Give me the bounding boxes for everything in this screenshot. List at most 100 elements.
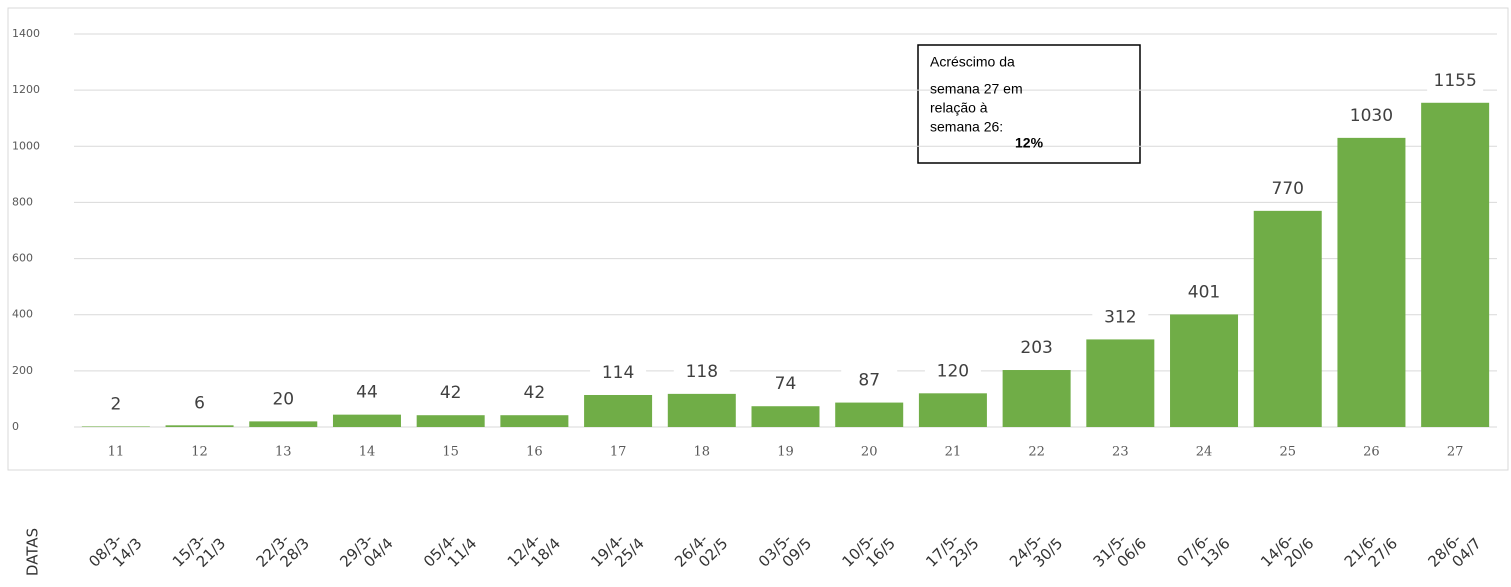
value-label-bg (1092, 305, 1149, 330)
bar (584, 394, 653, 427)
x-tick-label: 25 (1279, 445, 1296, 460)
value-label-bg (1176, 280, 1233, 305)
value-label: 87 (858, 371, 880, 391)
bar (81, 426, 150, 427)
value-label: 6 (194, 393, 205, 413)
value-label: 42 (440, 383, 462, 403)
date-label: 14/6-20/6 (1257, 530, 1317, 571)
date-label: 17/5-23/5 (922, 530, 982, 571)
annotation-highlight: 12% (1015, 135, 1044, 151)
bar (332, 414, 401, 427)
value-label-bg (757, 372, 814, 397)
value-label: 118 (686, 362, 718, 382)
value-label: 2 (110, 394, 121, 414)
y-tick-label: 1000 (12, 139, 40, 152)
date-label: 21/6-27/6 (1341, 530, 1401, 571)
x-tick-label: 18 (694, 445, 711, 460)
date-label: 10/5-16/5 (839, 530, 899, 571)
x-tick-label: 22 (1028, 445, 1045, 460)
x-tick-label: 15 (442, 445, 459, 460)
y-tick-label: 0 (12, 420, 19, 433)
date-label: 03/5-09/5 (755, 530, 815, 571)
value-label-bg (1427, 68, 1484, 93)
value-label: 44 (356, 383, 378, 403)
value-label: 42 (524, 383, 546, 403)
x-tick-label: 24 (1196, 445, 1213, 460)
bar (1421, 102, 1490, 428)
bar (416, 415, 485, 427)
date-label: 12/4-18/4 (504, 530, 564, 571)
x-tick-label: 17 (610, 445, 627, 460)
bar (835, 402, 904, 427)
annotation-line: semana 27 em (930, 81, 1023, 97)
date-label: 24/5-30/5 (1006, 530, 1066, 571)
bar (1253, 210, 1322, 427)
date-label: 28/6-04/7 (1424, 530, 1484, 571)
x-tick-label: 19 (777, 445, 794, 460)
value-label: 20 (272, 389, 294, 409)
date-label: 31/5-06/6 (1090, 530, 1150, 571)
date-label: 15/3-21/3 (169, 530, 229, 571)
x-tick-label: 23 (1112, 445, 1129, 460)
annotation-box (917, 44, 1141, 164)
bar (1337, 137, 1406, 427)
y-tick-label: 1200 (12, 83, 40, 96)
bar (1086, 339, 1155, 427)
value-label: 203 (1020, 338, 1052, 358)
value-label: 1155 (1434, 71, 1477, 91)
value-label: 114 (602, 363, 634, 383)
y-tick-label: 400 (12, 308, 33, 321)
x-tick-label: 21 (945, 445, 962, 460)
value-label-bg (924, 359, 981, 384)
date-label: 26/4-02/5 (671, 530, 731, 571)
value-label: 770 (1272, 179, 1304, 199)
value-label: 1030 (1350, 106, 1393, 126)
value-label-bg (673, 359, 730, 384)
value-label-bg (422, 381, 479, 406)
bar (751, 406, 820, 427)
value-label-bg (506, 381, 563, 406)
bar (667, 393, 736, 427)
y-tick-label: 1400 (12, 27, 40, 40)
bar (249, 421, 318, 427)
date-label: 22/3-28/3 (253, 530, 313, 571)
bar (1002, 370, 1071, 427)
date-label: 05/4-11/4 (420, 530, 480, 571)
value-label: 401 (1188, 282, 1220, 302)
bar (165, 425, 234, 427)
y-tick-label: 200 (12, 364, 33, 377)
value-label-bg (171, 391, 228, 416)
bar (500, 415, 569, 427)
x-tick-label: 27 (1447, 445, 1464, 460)
dates-label: DATAS (24, 528, 42, 576)
value-label-bg (1008, 336, 1065, 361)
value-label-bg (87, 392, 144, 417)
value-label: 74 (775, 374, 797, 394)
value-label-bg (255, 387, 312, 412)
x-tick-label: 11 (108, 445, 125, 460)
date-label: 08/3-14/3 (85, 530, 145, 571)
date-label: 29/3-04/4 (336, 530, 396, 571)
value-label-bg (590, 360, 647, 385)
value-label: 120 (937, 361, 969, 381)
bar (1170, 314, 1239, 427)
y-tick-label: 800 (12, 195, 33, 208)
y-tick-label: 600 (12, 252, 33, 265)
annotation-line: Acréscimo da (930, 54, 1015, 70)
value-label-bg (1259, 176, 1316, 201)
annotation-line: semana 26: (930, 119, 1003, 135)
x-tick-label: 26 (1363, 445, 1380, 460)
date-label: 19/4-25/4 (587, 530, 647, 571)
annotation-line: relação à (930, 100, 988, 116)
date-label: 07/6-13/6 (1173, 530, 1233, 571)
value-label: 312 (1104, 307, 1136, 327)
value-label-bg (338, 380, 395, 405)
bar (918, 393, 987, 427)
x-tick-label: 20 (861, 445, 878, 460)
x-tick-label: 16 (526, 445, 543, 460)
x-tick-label: 14 (359, 445, 376, 460)
value-label-bg (841, 368, 898, 393)
x-tick-label: 12 (191, 445, 208, 460)
x-tick-label: 13 (275, 445, 292, 460)
